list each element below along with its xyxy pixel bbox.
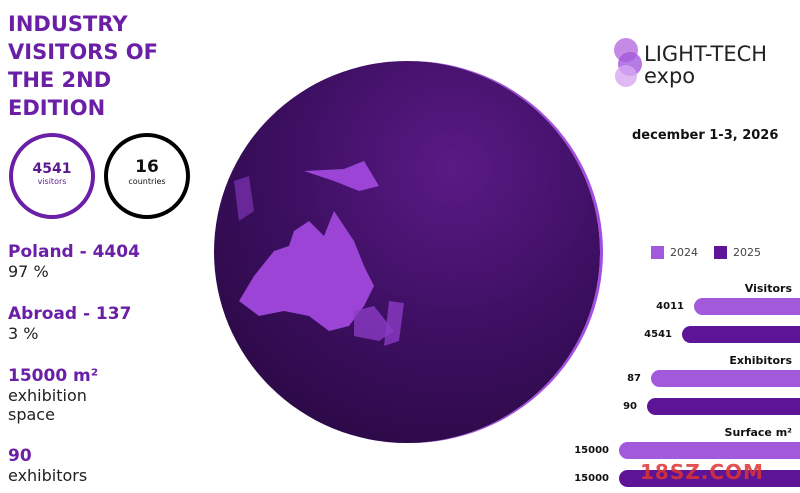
bar-value: 87	[627, 373, 641, 384]
stat-sub: exhibition space	[8, 386, 87, 424]
stat-heading: 90	[8, 446, 32, 466]
stat-space: 15000 m² exhibition space	[8, 366, 118, 424]
stat-sub: exhibitors	[8, 466, 88, 485]
logo-subtext: expo	[644, 64, 696, 88]
legend-swatch	[651, 246, 664, 259]
logo-mark-icon	[614, 38, 642, 87]
category-label: Exhibitors	[729, 354, 792, 367]
bar-2024	[619, 442, 800, 459]
stat-exhibitors: 90 exhibitors	[8, 446, 87, 485]
visitors-circle: 4541 visitors	[9, 133, 95, 219]
stat-sub: 3 %	[8, 324, 39, 343]
bar-2025	[619, 470, 800, 487]
bar-value: 15000	[574, 445, 609, 456]
bar-2024	[694, 298, 800, 315]
legend-label: 2025	[733, 246, 761, 259]
legend-swatch	[714, 246, 727, 259]
legend-2024: 2024	[651, 246, 698, 259]
stat-heading: Poland - 4404	[8, 242, 140, 262]
category-label: Surface m²	[724, 426, 792, 439]
stat-sub: 97 %	[8, 262, 49, 281]
countries-label: countries	[128, 177, 166, 186]
logo: LIGHT-TECH expo	[612, 36, 767, 94]
page-title: INDUSTRY VISITORS OF THE 2ND EDITION	[8, 12, 158, 120]
bar-value: 90	[623, 401, 637, 412]
visitors-label: visitors	[37, 177, 67, 186]
bar-value: 15000	[574, 473, 609, 484]
legend-2025: 2025	[714, 246, 761, 259]
stat-poland: Poland - 4404 97 %	[8, 242, 140, 281]
countries-circle: 16 countries	[104, 133, 190, 219]
countries-count: 16	[135, 157, 159, 177]
stat-heading: 15000 m²	[8, 366, 99, 386]
bar-value: 4541	[644, 329, 672, 340]
stat-abroad: Abroad - 137 3 %	[8, 304, 131, 343]
bar-2025	[647, 398, 800, 415]
bar-2025	[682, 326, 800, 343]
australia-map	[234, 161, 404, 346]
visitors-count: 4541	[32, 161, 72, 177]
bar-2024	[651, 370, 800, 387]
legend-label: 2024	[670, 246, 698, 259]
category-label: Visitors	[744, 282, 792, 295]
logo-text: LIGHT-TECH	[644, 42, 768, 66]
event-date: december 1-3, 2026	[632, 128, 779, 143]
globe-image	[214, 61, 600, 443]
watermark: 18SZ.COM	[640, 460, 764, 484]
stat-heading: Abroad - 137	[8, 304, 132, 324]
bar-value: 4011	[656, 301, 684, 312]
